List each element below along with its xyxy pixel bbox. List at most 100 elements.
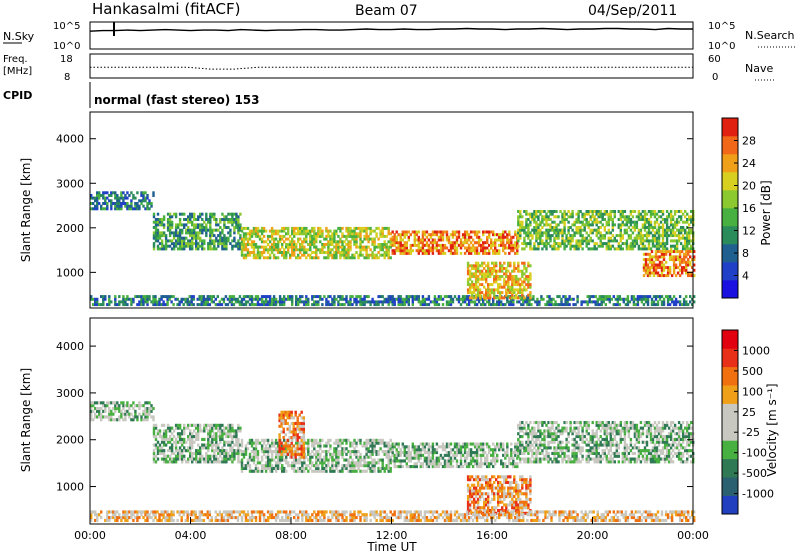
heatmap-cell — [126, 412, 129, 416]
heatmap-cell — [278, 458, 282, 462]
heatmap-cell — [363, 234, 366, 238]
heatmap-cell — [657, 239, 661, 243]
heatmap-cell — [468, 272, 472, 276]
heatmap-cell — [625, 215, 629, 219]
heatmap-cell — [648, 260, 652, 264]
heatmap-cell — [187, 218, 190, 221]
heatmap-cell — [195, 435, 198, 439]
heatmap-cell — [278, 455, 282, 459]
heatmap-cell — [495, 272, 498, 276]
heatmap-cell — [510, 238, 513, 242]
heatmap-cell — [563, 210, 566, 213]
heatmap-cell — [219, 451, 222, 456]
heatmap-cell — [183, 423, 186, 427]
heatmap-cell — [555, 247, 558, 251]
heatmap-cell — [152, 300, 155, 304]
heatmap-cell — [567, 242, 570, 246]
heatmap-cell — [682, 297, 686, 301]
heatmap-cell — [262, 300, 266, 304]
heatmap-cell — [401, 230, 405, 234]
heatmap-cell — [100, 401, 103, 405]
heatmap-cell — [287, 248, 290, 252]
heatmap-cell — [260, 303, 264, 307]
heatmap-cell — [237, 231, 240, 235]
heatmap-cell — [357, 226, 360, 230]
heatmap-cell — [341, 438, 344, 442]
heatmap-cell — [573, 220, 576, 224]
heatmap-cell — [493, 288, 496, 292]
heatmap-cell — [317, 452, 320, 456]
heatmap-cell — [475, 249, 479, 253]
heatmap-cell — [522, 303, 525, 307]
heatmap-cell — [307, 248, 310, 252]
heatmap-cell — [387, 469, 390, 473]
heatmap-cell — [545, 218, 548, 221]
heatmap-cell — [563, 215, 566, 219]
heatmap-cell — [399, 241, 402, 245]
heatmap-cell — [299, 232, 302, 236]
heatmap-cell — [591, 212, 594, 216]
heatmap-cell — [176, 449, 180, 453]
heatmap-cell — [361, 245, 364, 249]
heatmap-cell — [500, 241, 503, 245]
heatmap-cell — [435, 233, 439, 237]
heatmap-cell — [593, 220, 596, 224]
heatmap-cell — [626, 300, 630, 304]
heatmap-cell — [96, 409, 99, 413]
heatmap-cell — [543, 223, 546, 227]
heatmap-cell — [529, 277, 532, 281]
heatmap-cell — [373, 229, 376, 233]
heatmap-cell — [110, 415, 113, 419]
heatmap-cell — [325, 226, 328, 230]
heatmap-cell — [240, 438, 244, 442]
heatmap-cell — [327, 458, 330, 462]
heatmap-cell — [667, 226, 671, 229]
heatmap-cell — [455, 453, 459, 457]
heatmap-cell — [643, 223, 647, 227]
heatmap-cell — [225, 239, 228, 243]
heatmap-cell — [289, 253, 292, 257]
heatmap-cell — [254, 295, 258, 299]
heatmap-cell — [409, 243, 413, 247]
heatmap-cell — [643, 244, 647, 248]
heatmap-cell — [94, 401, 97, 405]
heatmap-cell — [571, 210, 574, 213]
heatmap-cell — [449, 251, 453, 255]
heatmap-cell — [541, 218, 544, 221]
heatmap-cell — [225, 451, 228, 456]
heatmap-cell — [537, 226, 540, 229]
heatmap-cell — [602, 295, 605, 299]
heatmap-cell — [509, 264, 512, 268]
heatmap-cell — [413, 465, 417, 469]
heatmap-cell — [244, 234, 248, 238]
heatmap-cell — [451, 453, 455, 457]
heatmap-cell — [531, 215, 534, 219]
heatmap-cell — [331, 297, 334, 301]
heatmap-cell — [399, 235, 402, 239]
heatmap-cell — [270, 438, 274, 442]
heatmap-cell — [315, 251, 318, 254]
heatmap-cell — [371, 447, 374, 451]
heatmap-cell — [486, 235, 489, 239]
heatmap-cell — [144, 412, 147, 416]
heatmap-cell — [688, 236, 691, 240]
heatmap-cell — [596, 297, 599, 301]
heatmap-cell — [385, 234, 388, 238]
heatmap-cell — [264, 240, 268, 244]
heatmap-cell — [144, 191, 147, 195]
heatmap-cell — [307, 300, 310, 304]
heatmap-cell — [629, 220, 633, 224]
heatmap-cell — [281, 245, 284, 249]
heatmap-cell — [537, 218, 540, 221]
heatmap-cell — [192, 295, 195, 299]
heatmap-cell — [301, 295, 304, 299]
heatmap-cell — [653, 210, 657, 213]
heatmap-cell — [213, 215, 216, 219]
heatmap-cell — [311, 464, 314, 468]
heatmap-cell — [154, 426, 158, 430]
heatmap-cell — [333, 469, 336, 473]
heatmap-cell — [399, 451, 402, 455]
heatmap-cell — [231, 247, 234, 251]
heatmap-cell — [573, 244, 576, 248]
heatmap-cell — [122, 418, 125, 422]
